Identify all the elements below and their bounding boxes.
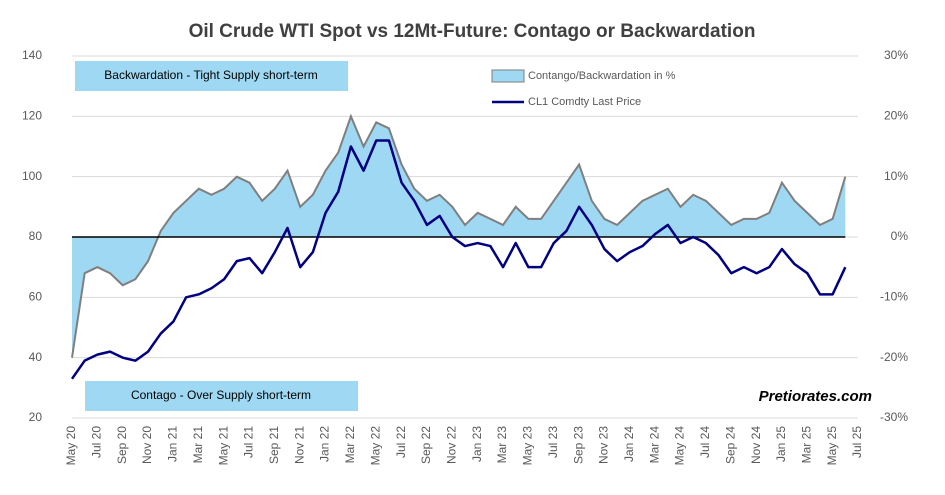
x-tick-label: May 25 (825, 426, 839, 466)
y-tick-label: 80 (29, 229, 43, 243)
chart-title: Oil Crude WTI Spot vs 12Mt-Future: Conta… (189, 21, 756, 42)
x-tick-label: May 22 (368, 426, 382, 466)
y-tick-label: 120 (22, 109, 42, 123)
annotation: Backwardation - Tight Supply short-term (104, 68, 317, 82)
area-edge (71, 113, 847, 358)
legend-swatch (491, 69, 525, 83)
x-tick-label: Mar 24 (647, 426, 661, 464)
y2-tick-label: 30% (884, 48, 908, 62)
x-tick-label: Jul 21 (242, 426, 256, 458)
x-tick-label: Nov 23 (597, 426, 611, 464)
y2-tick-label: -10% (880, 290, 908, 304)
x-tick-label: Sep 24 (723, 426, 737, 464)
x-tick-label: Mar 22 (343, 426, 357, 464)
y2-tick-label: 0% (891, 229, 909, 243)
x-tick-label: May 21 (216, 426, 230, 466)
x-tick-label: Jul 24 (698, 426, 712, 458)
y2-tick-label: 10% (884, 169, 908, 183)
x-tick-label: Jan 22 (318, 426, 332, 462)
x-tick-label: Jul 25 (850, 426, 864, 458)
watermark: Pretiorates.com (759, 388, 872, 405)
y-tick-label: 100 (22, 169, 42, 183)
x-tick-label: May 24 (673, 426, 687, 466)
x-tick-label: Mar 23 (495, 426, 509, 464)
x-tick-label: Sep 23 (571, 426, 585, 464)
x-tick-label: Jan 21 (166, 426, 180, 462)
x-tick-label: May 20 (64, 426, 78, 466)
legend-label: Contango/Backwardation in % (528, 70, 676, 82)
x-tick-label: Sep 22 (419, 426, 433, 464)
y-tick-label: 20 (29, 410, 43, 424)
x-tick-label: Nov 22 (444, 426, 458, 464)
y2-tick-label: 20% (884, 109, 908, 123)
y2-tick-label: -30% (880, 410, 908, 424)
y-tick-label: 60 (29, 290, 43, 304)
annotation-box (75, 61, 348, 91)
x-tick-label: Jan 23 (470, 426, 484, 462)
y-tick-label: 140 (22, 48, 42, 62)
x-tick-label: Nov 20 (140, 426, 154, 464)
annotation-box (85, 381, 358, 411)
x-tick-label: Jul 22 (394, 426, 408, 458)
x-tick-label: Sep 21 (267, 426, 281, 464)
annotation: Contago - Over Supply short-term (131, 388, 311, 402)
x-tick-label: Jul 23 (546, 426, 560, 458)
x-tick-label: Jul 20 (90, 426, 104, 458)
x-tick-label: May 23 (521, 426, 535, 466)
y2-tick-label: -20% (880, 350, 908, 364)
x-tick-label: Mar 21 (191, 426, 205, 464)
line (70, 139, 847, 380)
x-tick-label: Jan 25 (774, 426, 788, 462)
y-tick-label: 40 (29, 350, 43, 364)
x-tick-label: Nov 24 (749, 426, 763, 464)
legend-label: CL1 Comdty Last Price (528, 96, 641, 108)
x-tick-label: Sep 20 (115, 426, 129, 464)
x-tick-label: Jan 24 (622, 426, 636, 462)
x-tick-label: Mar 25 (799, 426, 813, 464)
x-tick-label: Nov 21 (292, 426, 306, 464)
